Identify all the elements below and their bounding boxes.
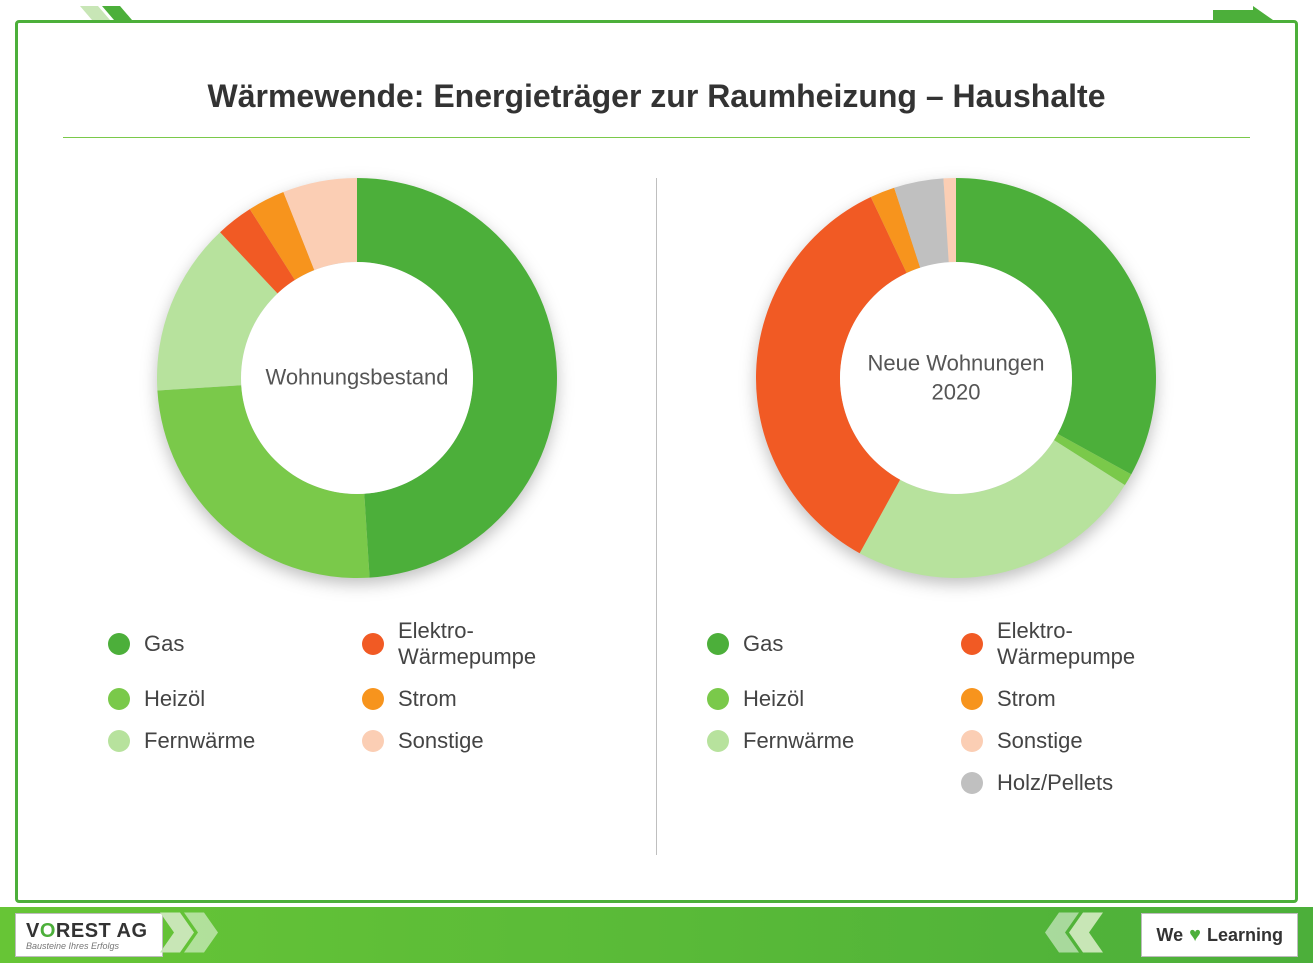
donut-center-label: Neue Wohnungen2020 — [846, 349, 1066, 406]
content-area: Wärmewende: Energieträger zur Raumheizun… — [58, 68, 1255, 875]
donut-center-label: Wohnungsbestand — [247, 364, 467, 393]
logo-part-1: V — [26, 920, 40, 942]
legend-item: Strom — [362, 686, 606, 712]
legend-swatch — [108, 688, 130, 710]
footer-bar: VOREST AG Bausteine Ihres Erfolgs We ♥ L… — [0, 907, 1313, 963]
legend-swatch — [707, 688, 729, 710]
legend-label: Holz/Pellets — [997, 770, 1113, 796]
footer-slogan-box: We ♥ Learning — [1141, 913, 1298, 957]
title-underline — [63, 137, 1250, 138]
footer-left-chevrons — [160, 913, 230, 958]
donut-chart-right: Neue Wohnungen2020 — [746, 168, 1166, 588]
donut-chart-left: Wohnungsbestand — [147, 168, 567, 588]
content-frame: Wärmewende: Energieträger zur Raumheizun… — [15, 20, 1298, 903]
chart-col-left: Wohnungsbestand Gas Elektro-Wärmepumpe Hei… — [58, 148, 656, 875]
legend-item: Elektro-Wärmepumpe — [961, 618, 1205, 670]
legend-item: Sonstige — [961, 728, 1205, 754]
legend-item: Gas — [108, 618, 352, 670]
chart-row: Wohnungsbestand Gas Elektro-Wärmepumpe Hei… — [58, 148, 1255, 875]
legend-item: Holz/Pellets — [961, 770, 1205, 796]
legend-left: Gas Elektro-Wärmepumpe Heizöl Strom Fernwärm… — [78, 618, 636, 754]
legend-right: Gas Elektro-Wärmepumpe Heizöl Strom Fernwärm… — [677, 618, 1235, 796]
legend-item: Gas — [707, 618, 951, 670]
logo-part-2: REST AG — [56, 920, 148, 942]
logo-text: VOREST AG — [26, 921, 148, 941]
slogan-pre: We — [1156, 925, 1183, 946]
chevron-icon — [1033, 913, 1103, 953]
heart-icon: ♥ — [1189, 924, 1201, 947]
legend-item: Heizöl — [108, 686, 352, 712]
legend-swatch — [108, 730, 130, 752]
slogan-post: Learning — [1207, 925, 1283, 946]
legend-item — [707, 770, 951, 796]
legend-item: Heizöl — [707, 686, 951, 712]
legend-label: Elektro-Wärmepumpe — [997, 618, 1205, 670]
legend-item: Elektro-Wärmepumpe — [362, 618, 606, 670]
legend-label: Gas — [743, 631, 783, 657]
legend-label: Strom — [398, 686, 457, 712]
legend-swatch — [362, 633, 384, 655]
legend-label: Sonstige — [997, 728, 1083, 754]
legend-swatch — [362, 688, 384, 710]
legend-label: Heizöl — [144, 686, 205, 712]
footer-logo-box: VOREST AG Bausteine Ihres Erfolgs — [15, 913, 163, 957]
legend-swatch — [707, 730, 729, 752]
footer-gradient: VOREST AG Bausteine Ihres Erfolgs We ♥ L… — [0, 907, 1313, 963]
legend-item: Strom — [961, 686, 1205, 712]
legend-swatch — [707, 633, 729, 655]
legend-label: Heizöl — [743, 686, 804, 712]
logo-subtitle: Bausteine Ihres Erfolgs — [26, 942, 148, 951]
legend-label: Gas — [144, 631, 184, 657]
legend-item: Fernwärme — [707, 728, 951, 754]
legend-label: Sonstige — [398, 728, 484, 754]
legend-item: Sonstige — [362, 728, 606, 754]
logo-accent: O — [40, 920, 56, 942]
legend-swatch — [961, 633, 983, 655]
chevron-icon — [160, 913, 230, 953]
legend-label: Fernwärme — [743, 728, 854, 754]
chart-col-right: Neue Wohnungen2020 Gas Elektro-Wärmepumpe… — [657, 148, 1255, 875]
legend-swatch — [961, 730, 983, 752]
legend-swatch — [961, 688, 983, 710]
page-title: Wärmewende: Energieträger zur Raumheizun… — [58, 78, 1255, 115]
footer-right-chevrons — [1033, 913, 1103, 958]
legend-swatch — [362, 730, 384, 752]
legend-label: Elektro-Wärmepumpe — [398, 618, 606, 670]
legend-swatch — [961, 772, 983, 794]
legend-label: Fernwärme — [144, 728, 255, 754]
legend-item: Fernwärme — [108, 728, 352, 754]
legend-swatch — [108, 633, 130, 655]
legend-label: Strom — [997, 686, 1056, 712]
